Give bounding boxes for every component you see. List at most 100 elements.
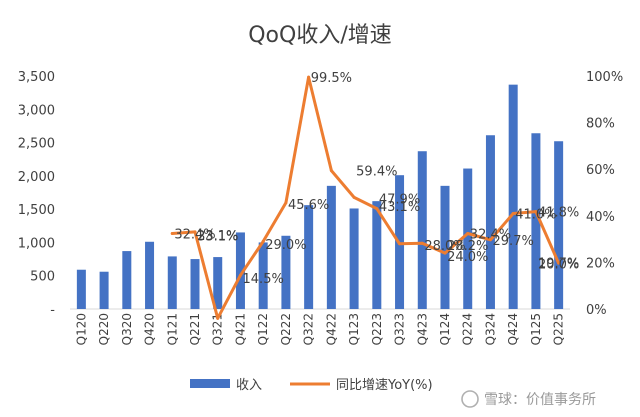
data-label: 23.1% — [197, 229, 238, 244]
line-point — [511, 211, 515, 215]
watermark-text: 雪球：价值事务所 — [484, 392, 596, 408]
x-tick-label: Q125 — [529, 313, 543, 345]
legend-label-revenue: 收入 — [236, 378, 262, 393]
line-point — [488, 238, 492, 242]
data-label: 47.9% — [379, 193, 420, 208]
x-tick-label: Q321 — [211, 313, 225, 345]
bar — [326, 185, 336, 309]
data-label: 29.0% — [265, 238, 306, 253]
bar — [190, 259, 200, 309]
y-right-tick-label: 80% — [586, 117, 615, 132]
y-left-tick-label: 1,500 — [18, 203, 55, 218]
legend-label-yoy: 同比增速YoY(%) — [336, 378, 433, 393]
y-right-tick-label: 20% — [586, 256, 615, 271]
x-tick-label: Q222 — [279, 313, 293, 345]
bar — [508, 84, 518, 309]
watermark: 雪球：价值事务所 — [461, 390, 596, 408]
x-tick-label: Q124 — [438, 313, 452, 345]
y-left-tick-label: 2,000 — [18, 170, 55, 185]
y-right-tick-label: 40% — [586, 210, 615, 225]
data-label: 41.8% — [538, 206, 579, 221]
line-point — [375, 207, 379, 211]
data-label: 32.4% — [470, 228, 511, 243]
bar — [213, 257, 223, 309]
line-path — [170, 75, 561, 320]
bar-series — [76, 84, 564, 309]
bar — [463, 168, 473, 309]
bar — [372, 201, 382, 309]
line-point — [307, 75, 311, 79]
data-label: 99.5% — [311, 71, 352, 86]
x-tick-label: Q224 — [461, 313, 475, 345]
data-label: 20.0% — [538, 257, 579, 272]
bar — [235, 232, 245, 309]
line-point — [238, 273, 242, 277]
data-label: 28.0% — [424, 239, 465, 254]
data-label: 43.1% — [379, 200, 420, 215]
y-left-tick-label: 1,000 — [18, 236, 55, 251]
data-label: 19.7% — [538, 256, 579, 271]
x-tick-label: Q120 — [74, 313, 88, 345]
bar — [417, 151, 427, 309]
data-label: 45.6% — [288, 198, 329, 213]
line-point — [284, 201, 288, 205]
y-left-tick-label: 500 — [30, 270, 55, 285]
data-label: 33.1% — [197, 230, 238, 245]
bar — [349, 208, 359, 309]
data-label: 14.5% — [243, 272, 284, 287]
y-left-tick-label: 2,500 — [18, 137, 55, 152]
watermark-logo-icon — [461, 390, 479, 408]
line-series — [170, 75, 561, 320]
bar — [440, 185, 450, 309]
x-tick-label: Q121 — [165, 313, 179, 345]
x-tick-label: Q422 — [324, 313, 338, 345]
y-left-tick-label: - — [50, 303, 55, 318]
line-point — [398, 242, 402, 246]
data-label: 32.4% — [174, 228, 215, 243]
x-tick-label: Q423 — [415, 313, 429, 345]
x-tick-label: Q424 — [506, 313, 520, 345]
x-tick-label: Q220 — [97, 313, 111, 345]
line-point — [193, 230, 197, 234]
data-label: 41.0% — [515, 208, 556, 223]
line-point — [329, 169, 333, 173]
x-tick-label: Q320 — [120, 313, 134, 345]
data-label: 24.0% — [447, 250, 488, 265]
bar — [554, 141, 564, 309]
y-right-tick-label: 60% — [586, 163, 615, 178]
x-tick-label: Q223 — [370, 313, 384, 345]
bar — [304, 205, 314, 309]
data-labels: 32.4%33.1%23.1%14.5%29.0%45.6%99.5%59.4%… — [174, 71, 579, 287]
line-point — [261, 239, 265, 243]
line-point — [534, 210, 538, 214]
x-tick-label: Q221 — [188, 313, 202, 345]
bar — [145, 241, 155, 309]
line-point — [420, 241, 424, 245]
data-label: 29.7% — [493, 234, 534, 249]
y-left-tick-label: 3,000 — [18, 103, 55, 118]
bar — [122, 251, 132, 309]
bar — [99, 271, 109, 309]
x-tick-label: Q421 — [233, 313, 247, 345]
y-left-tick-label: 3,500 — [18, 70, 55, 85]
x-tick-label: Q122 — [256, 313, 270, 345]
bar — [167, 256, 177, 309]
legend: 收入 同比增速YoY(%) — [190, 378, 433, 393]
bar — [76, 269, 86, 309]
x-tick-label: Q123 — [347, 313, 361, 345]
x-tick-label: Q322 — [302, 313, 316, 345]
line-point — [466, 232, 470, 236]
x-tick-label: Q323 — [393, 313, 407, 345]
data-label: 59.4% — [356, 165, 397, 180]
legend-swatch-revenue — [190, 379, 230, 388]
line-point — [443, 251, 447, 255]
x-tick-label: Q324 — [483, 313, 497, 345]
x-tick-label: Q420 — [143, 313, 157, 345]
y-right-tick-label: 0% — [586, 303, 607, 318]
axes: - 500 1,000 1,500 2,000 2,500 3,000 3,500 0% 20% 4… — [18, 70, 623, 345]
y-right-tick-label: 100% — [586, 70, 623, 85]
x-tick-label: Q225 — [552, 313, 566, 345]
line-point — [352, 195, 356, 199]
bar — [485, 135, 495, 309]
